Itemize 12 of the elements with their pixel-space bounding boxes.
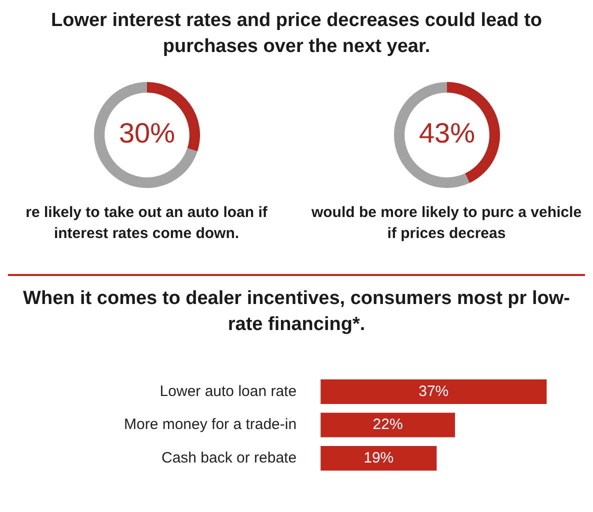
data-label: 43% (418, 118, 475, 149)
data-label: 37% (418, 382, 449, 400)
y-tick-label: More money for a trade-in (124, 416, 297, 434)
text: Lower interest rates and price decreases could lead to purchases over the next year. (50, 9, 543, 59)
text: would be more likely to purc a vehicle if prices decreas (310, 203, 583, 244)
data-label: 30% (118, 118, 175, 149)
data-label: 19% (364, 449, 394, 466)
y-tick-label: Cash back or rebate (161, 449, 297, 466)
y-tick-label: Lower auto loan rate (160, 382, 297, 400)
chart-title: When it comes to dealer incentives, consumers most pr low-rate financing*. (22, 287, 571, 337)
text: re likely to take out an auto loan if interest rates come down. (24, 203, 268, 244)
data-label: 22% (372, 416, 403, 434)
